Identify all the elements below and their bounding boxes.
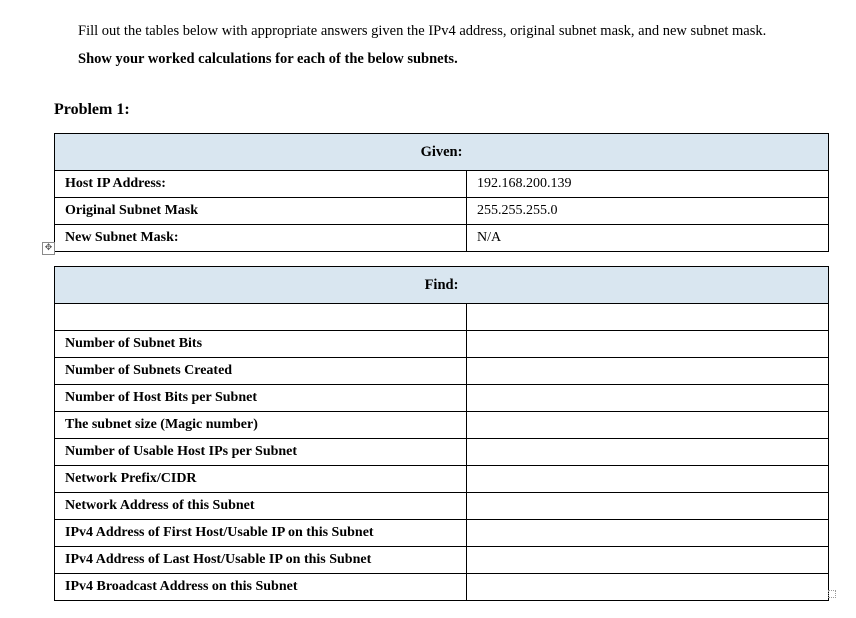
given-value: 192.168.200.139 — [467, 171, 829, 198]
given-header: Given: — [55, 134, 829, 171]
tables-container: Given: Host IP Address: 192.168.200.139 … — [54, 133, 828, 601]
table-row — [55, 304, 829, 331]
table-row: Number of Subnets Created — [55, 358, 829, 385]
table-move-handle-icon[interactable]: ✥ — [42, 242, 55, 255]
table-row: IPv4 Address of First Host/Usable IP on … — [55, 520, 829, 547]
find-label: Number of Subnet Bits — [55, 331, 467, 358]
instruction-line-1: Fill out the tables below with appropria… — [78, 18, 828, 46]
find-answer-cell[interactable] — [467, 385, 829, 412]
find-answer-cell[interactable] — [467, 439, 829, 466]
table-row: IPv4 Broadcast Address on this Subnet — [55, 574, 829, 601]
table-row: Original Subnet Mask 255.255.255.0 — [55, 198, 829, 225]
given-label: Host IP Address: — [55, 171, 467, 198]
given-label: Original Subnet Mask — [55, 198, 467, 225]
find-label: IPv4 Address of First Host/Usable IP on … — [55, 520, 467, 547]
find-answer-cell[interactable] — [467, 574, 829, 601]
table-row: IPv4 Address of Last Host/Usable IP on t… — [55, 547, 829, 574]
find-answer-cell[interactable] — [467, 331, 829, 358]
find-answer-cell[interactable] — [467, 358, 829, 385]
given-value: N/A — [467, 225, 829, 252]
find-label: Number of Subnets Created — [55, 358, 467, 385]
problem-title: Problem 1: — [54, 101, 828, 119]
table-row: New Subnet Mask: N/A — [55, 225, 829, 252]
find-table: Find: Number of Subnet Bits Number of Su… — [54, 266, 829, 601]
instructions-block: Fill out the tables below with appropria… — [78, 18, 828, 73]
given-table: Given: Host IP Address: 192.168.200.139 … — [54, 133, 829, 252]
find-label: Network Address of this Subnet — [55, 493, 467, 520]
table-row: Number of Usable Host IPs per Subnet — [55, 439, 829, 466]
find-label: The subnet size (Magic number) — [55, 412, 467, 439]
find-answer-cell[interactable] — [467, 520, 829, 547]
table-row: Network Address of this Subnet — [55, 493, 829, 520]
table-row: Number of Host Bits per Subnet — [55, 385, 829, 412]
page: Fill out the tables below with appropria… — [0, 0, 856, 618]
find-label: IPv4 Address of Last Host/Usable IP on t… — [55, 547, 467, 574]
find-label: Number of Usable Host IPs per Subnet — [55, 439, 467, 466]
find-label: Number of Host Bits per Subnet — [55, 385, 467, 412]
find-answer-cell[interactable] — [467, 412, 829, 439]
table-resize-handle-icon[interactable] — [828, 590, 836, 598]
find-answer-cell[interactable] — [467, 466, 829, 493]
given-label: New Subnet Mask: — [55, 225, 467, 252]
find-answer-cell[interactable] — [467, 547, 829, 574]
find-answer-cell[interactable] — [467, 493, 829, 520]
given-value: 255.255.255.0 — [467, 198, 829, 225]
table-row: Network Prefix/CIDR — [55, 466, 829, 493]
find-label: IPv4 Broadcast Address on this Subnet — [55, 574, 467, 601]
find-label: Network Prefix/CIDR — [55, 466, 467, 493]
find-header: Find: — [55, 267, 829, 304]
instruction-line-2: Show your worked calculations for each o… — [78, 46, 828, 74]
table-row: Number of Subnet Bits — [55, 331, 829, 358]
find-empty-cell — [467, 304, 829, 331]
find-empty-cell — [55, 304, 467, 331]
table-row: Host IP Address: 192.168.200.139 — [55, 171, 829, 198]
table-gap — [54, 252, 828, 266]
table-row: The subnet size (Magic number) — [55, 412, 829, 439]
